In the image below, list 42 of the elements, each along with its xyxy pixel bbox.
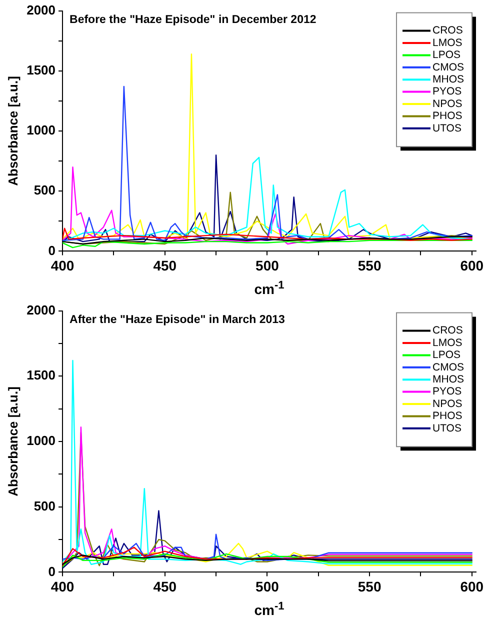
- y-tick-label: 1500: [26, 62, 56, 78]
- legend-label: MHOS: [432, 73, 464, 86]
- legend-label: NPOS: [432, 398, 462, 410]
- legend-label: CMOS: [432, 61, 464, 74]
- x-tick-label: 450: [153, 578, 177, 594]
- y-axis-title: Absorbance [a.u.]: [5, 386, 20, 496]
- x-tick-label: 550: [358, 578, 382, 594]
- y-tick-label: 500: [34, 182, 56, 198]
- x-tick-label: 400: [50, 578, 74, 594]
- legend-label: PHOS: [432, 110, 462, 122]
- x-tick-label: 600: [460, 257, 484, 274]
- y-tick-label: 1000: [26, 122, 56, 138]
- legend-label: PYOS: [432, 386, 462, 398]
- legend-label: NPOS: [432, 98, 462, 110]
- y-tick-label: 500: [34, 498, 56, 514]
- legend-label: LMOS: [432, 36, 462, 49]
- x-tick-label: 550: [358, 257, 382, 274]
- y-tick-label: 0: [48, 242, 56, 258]
- y-tick-label: 1000: [26, 433, 56, 448]
- y-tick-label: 2000: [26, 2, 56, 18]
- x-tick-label: 500: [256, 578, 280, 594]
- legend-label: CMOS: [432, 361, 464, 374]
- x-tick-label: 400: [50, 257, 74, 274]
- legend-label: UTOS: [432, 122, 462, 134]
- x-tick-label: 450: [153, 257, 177, 274]
- legend-label: PHOS: [432, 410, 462, 422]
- y-axis-title: Absorbance [a.u.]: [5, 76, 20, 186]
- x-tick-label: 600: [460, 578, 484, 594]
- legend-label: UTOS: [432, 422, 462, 434]
- y-tick-label: 1500: [26, 368, 56, 383]
- legend-label: PYOS: [432, 86, 462, 98]
- legend-label: LPOS: [432, 349, 461, 362]
- x-tick-label: 500: [256, 257, 280, 274]
- legend-label: LMOS: [432, 336, 462, 349]
- chart-title: Before the "Haze Episode" in December 2012: [70, 14, 316, 26]
- legend-label: CROS: [432, 24, 463, 37]
- y-tick-label: 2000: [26, 302, 56, 318]
- chart-title: After the "Haze Episode" in March 2013: [70, 314, 285, 326]
- legend-label: MHOS: [432, 373, 464, 386]
- legend-label: LPOS: [432, 49, 461, 62]
- legend-label: CROS: [432, 324, 463, 337]
- y-tick-label: 0: [48, 564, 56, 579]
